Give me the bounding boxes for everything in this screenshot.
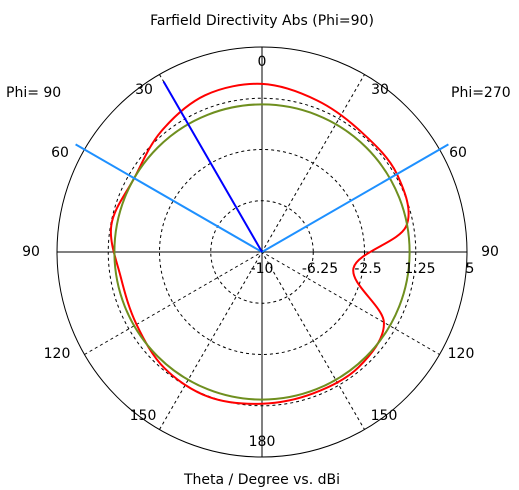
theta-tick-label: 60 [449, 145, 467, 161]
radial-tick-label: -10 [251, 261, 274, 277]
theta-tick-label: 150 [371, 408, 398, 424]
beamwidth-line-2 [75, 143, 263, 253]
main-lobe-line [162, 81, 263, 253]
theta-tick-label: 90 [481, 244, 499, 260]
theta-tick-label: 30 [371, 82, 389, 98]
radial-tick-label: -2.5 [354, 261, 381, 277]
x-axis-label: Theta / Degree vs. dBi [183, 472, 340, 488]
radial-tick-label: 1.25 [404, 261, 435, 277]
axis-labels: 0 30 60 90 120 150 180 150 120 90 60 30 -10 -6.25 -2.5… [22, 54, 499, 450]
theta-tick-label: 30 [135, 82, 153, 98]
theta-tick-label: 0 [258, 54, 267, 70]
series-group [75, 81, 449, 405]
theta-tick-label: 60 [51, 145, 69, 161]
series-reference [113, 103, 411, 401]
theta-tick-label: 90 [22, 244, 40, 260]
beamwidth-line-1 [261, 143, 449, 253]
theta-tick-label: 120 [448, 346, 475, 362]
radial-tick-label: 5 [466, 261, 475, 277]
radial-tick-label: -6.25 [302, 261, 338, 277]
series-directivity [109, 82, 410, 405]
left-phi-label: Phi= 90 [6, 85, 61, 101]
right-phi-label: Phi=270 [451, 85, 511, 101]
theta-tick-label: 150 [130, 408, 157, 424]
theta-tick-label: 120 [44, 346, 71, 362]
theta-tick-label: 180 [249, 434, 276, 450]
chart-title: Farfield Directivity Abs (Phi=90) [150, 13, 374, 29]
